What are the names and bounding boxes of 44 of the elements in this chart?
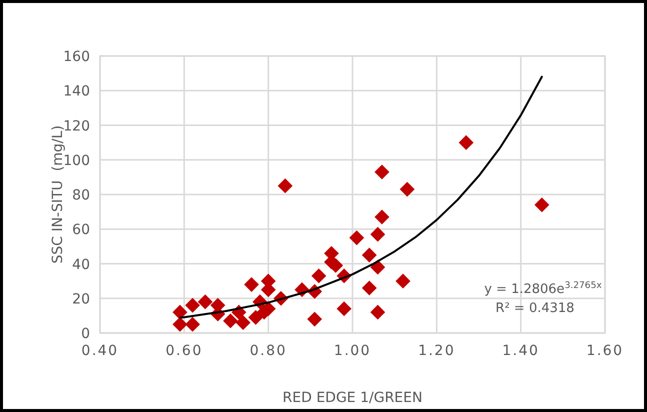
y-tick-label: 140 <box>63 84 90 100</box>
point <box>362 248 377 263</box>
y-tick-label: 60 <box>72 222 90 238</box>
point <box>396 274 410 288</box>
point <box>278 178 293 194</box>
point <box>236 315 250 330</box>
point <box>374 210 390 224</box>
y-tick-label: 40 <box>72 256 90 273</box>
point <box>336 301 352 316</box>
x-tick-label: 0.40 <box>81 343 119 359</box>
point <box>370 226 386 242</box>
x-tick-label: 1.20 <box>418 343 456 359</box>
annotation: R² = 0.4318 <box>496 301 574 316</box>
x-axis-title: RED EDGE 1/GREEN <box>282 390 422 406</box>
x-tick-label: 0.80 <box>250 343 287 359</box>
point <box>198 294 213 310</box>
point <box>244 277 259 292</box>
point <box>362 280 377 296</box>
annotation: y = 1.2806e$^{3.2765x}$ <box>484 281 602 297</box>
y-axis-title: SSC IN-SITU (mg/L) <box>50 125 66 264</box>
point <box>172 304 188 320</box>
point <box>534 197 550 212</box>
y-tick-label: 120 <box>63 118 90 134</box>
y-tick-label: 160 <box>63 49 90 65</box>
point <box>400 182 415 197</box>
point <box>374 164 390 180</box>
point <box>458 135 474 150</box>
point <box>185 298 200 313</box>
point <box>172 316 188 332</box>
y-tick-label: 100 <box>63 152 90 169</box>
point <box>311 268 326 284</box>
y-tick-label: 0 <box>81 326 90 342</box>
x-tick-label: 1.00 <box>334 343 372 359</box>
x-tick-label: 1.60 <box>586 343 624 359</box>
point <box>248 310 264 325</box>
x-tick-label: 0.60 <box>166 343 203 359</box>
point <box>307 312 322 327</box>
point <box>370 304 386 320</box>
x-tick-label: 1.40 <box>502 343 540 359</box>
y-tick-label: 80 <box>72 188 90 204</box>
point <box>349 230 364 246</box>
point <box>185 316 200 332</box>
y-tick-label: 20 <box>72 291 90 308</box>
point <box>223 313 238 328</box>
